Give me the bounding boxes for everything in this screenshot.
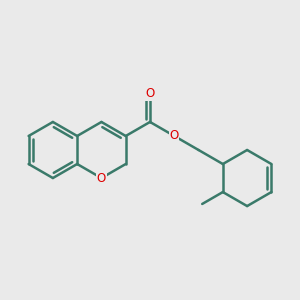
Text: O: O	[170, 130, 179, 142]
Text: O: O	[97, 172, 106, 184]
Text: O: O	[146, 87, 154, 101]
